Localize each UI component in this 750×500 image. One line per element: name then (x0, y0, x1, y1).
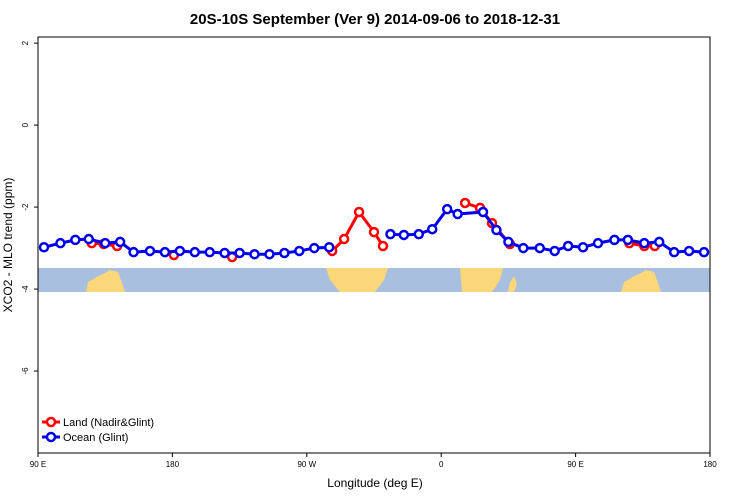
data-point (441, 203, 453, 215)
data-point (309, 242, 320, 254)
data-point (174, 245, 186, 257)
x-tick-label: 180 (166, 460, 180, 469)
data-point (70, 234, 81, 246)
data-point (459, 197, 471, 209)
data-point (377, 240, 389, 252)
data-point (503, 236, 514, 248)
data-point (413, 228, 425, 240)
data-point (294, 245, 305, 257)
data-point (368, 226, 380, 238)
land-madagascar (508, 276, 517, 292)
data-point (398, 229, 410, 241)
legend: Land (Nadir&Glint) Ocean (Glint) (42, 416, 154, 444)
y-tick-label: 0 (21, 122, 30, 127)
legend-marker (45, 416, 57, 428)
y-axis-label: XCO2 - MLO trend (ppm) (1, 178, 15, 313)
plot-frame (37, 36, 711, 454)
data-point (234, 247, 245, 259)
data-point (518, 242, 529, 254)
data-point (592, 237, 604, 249)
data-point (114, 236, 126, 248)
data-point (534, 242, 546, 254)
data-point (609, 234, 620, 246)
x-tick-label: 90 W (297, 460, 316, 469)
data-point (549, 245, 560, 257)
map-strip (38, 268, 710, 292)
land-australia (86, 270, 125, 292)
y-tick-label: -4 (21, 285, 30, 293)
land-australia (621, 270, 661, 292)
data-point (452, 208, 463, 220)
data-point (653, 236, 665, 248)
data-point (159, 246, 171, 258)
data-point (38, 242, 50, 253)
data-point (249, 248, 260, 260)
legend-label: Land (Nadir&Glint) (63, 417, 154, 429)
data-point (338, 233, 350, 245)
legend-label: Ocean (Glint) (63, 432, 128, 444)
x-tick-label: 180 (703, 460, 717, 469)
data-point (83, 233, 95, 245)
data-point (264, 248, 275, 260)
y-tick-label: -2 (21, 203, 30, 211)
land-africa (460, 268, 503, 292)
data-point (219, 247, 230, 259)
legend-marker (45, 431, 57, 443)
data-point (279, 247, 290, 259)
data-point (353, 206, 365, 218)
data-point (622, 234, 634, 246)
chart-title: 20S-10S September (Ver 9) 2014-09-06 to … (190, 11, 560, 28)
data-point (639, 237, 650, 249)
data-point (55, 237, 66, 249)
data-point (144, 245, 156, 257)
data-point (189, 246, 201, 258)
data-point (204, 246, 215, 258)
data-point (683, 245, 695, 257)
x-tick-label: 90 E (30, 460, 46, 469)
data-point (668, 246, 680, 258)
data-point (323, 242, 335, 253)
data-point (477, 206, 489, 218)
data-point (577, 242, 589, 253)
data-point (99, 237, 111, 249)
x-tick-label: 90 E (567, 460, 583, 469)
data-point (491, 224, 502, 236)
x-axis-label: Longitude (deg E) (327, 476, 422, 490)
data-point (698, 246, 710, 258)
data-point (426, 223, 438, 235)
x-tick-label: 0 (439, 460, 444, 469)
data-point (385, 228, 396, 240)
land-south-america (326, 268, 388, 292)
y-tick-label: -6 (21, 367, 30, 375)
data-point (562, 240, 574, 252)
data-point (128, 246, 139, 258)
y-tick-label: 2 (21, 40, 30, 45)
